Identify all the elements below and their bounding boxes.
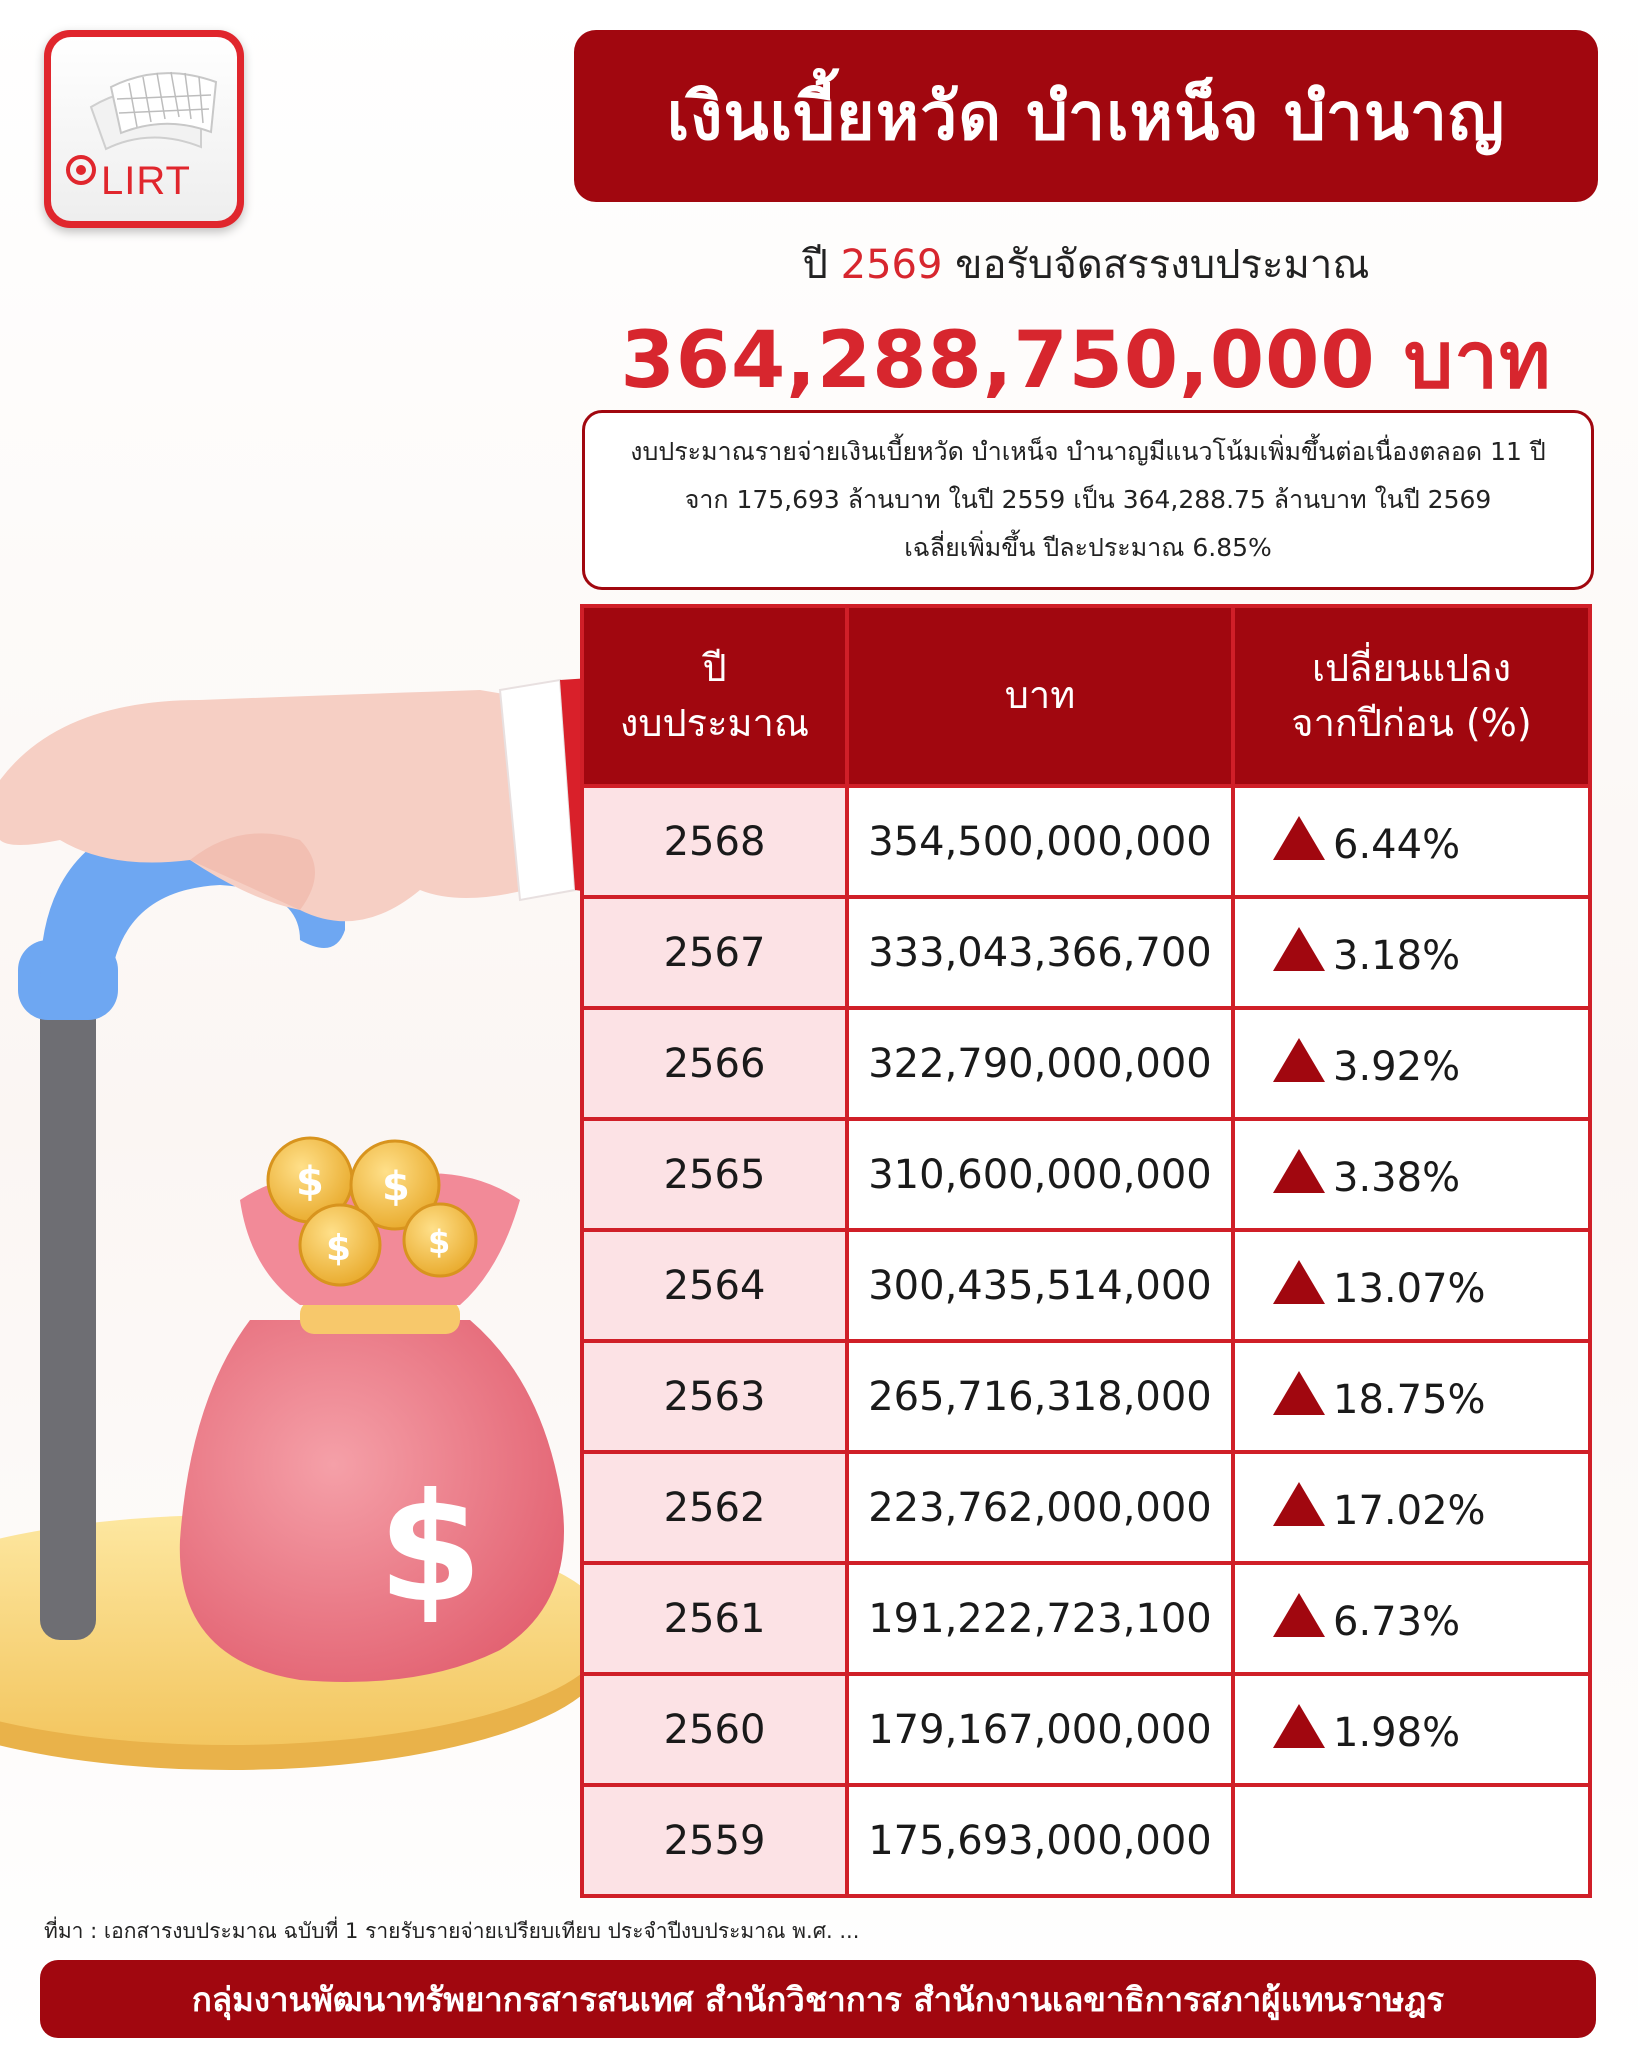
svg-text:$: $ — [296, 1159, 324, 1205]
row-change-empty — [1231, 1783, 1592, 1898]
table-row: 2567 333,043,366,700 3.18% — [580, 895, 1592, 1010]
row-year: 2564 — [580, 1228, 849, 1343]
row-change: 3.18% — [1231, 895, 1592, 1010]
up-triangle-icon — [1273, 1037, 1325, 1082]
subtitle: ปี 2569 ขอรับจัดสรรงบประมาณ — [574, 232, 1598, 296]
row-baht: 354,500,000,000 — [845, 784, 1235, 899]
row-change: 1.98% — [1231, 1672, 1592, 1787]
header-change-line-2: จากปีก่อน (%) — [1291, 701, 1532, 745]
cane-icon — [40, 1000, 96, 1640]
row-change-value: 6.44% — [1333, 821, 1461, 868]
title-banner: เงินเบี้ยหวัด บำเหน็จ บำนาญ — [574, 30, 1598, 202]
row-change-value: 6.73% — [1333, 1598, 1461, 1645]
summary-line-2: จาก 175,693 ล้านบาท ในปี 2559 เป็น 364,2… — [684, 485, 1492, 514]
row-change: 17.02% — [1231, 1450, 1592, 1565]
table-row: 2560 179,167,000,000 1.98% — [580, 1672, 1592, 1787]
row-year: 2563 — [580, 1339, 849, 1454]
row-change: 6.44% — [1231, 784, 1592, 899]
logo: LIRT — [44, 30, 244, 228]
table-row: 2561 191,222,723,100 6.73% — [580, 1561, 1592, 1676]
up-triangle-icon — [1273, 926, 1325, 971]
row-change-value: 3.92% — [1333, 1043, 1461, 1090]
header-change-line-1: เปลี่ยนแปลง — [1311, 645, 1512, 690]
row-baht: 175,693,000,000 — [845, 1783, 1235, 1898]
table-row: 2563 265,716,318,000 18.75% — [580, 1339, 1592, 1454]
row-change: 6.73% — [1231, 1561, 1592, 1676]
table-row: 2564 300,435,514,000 13.07% — [580, 1228, 1592, 1343]
table-row: 2562 223,762,000,000 17.02% — [580, 1450, 1592, 1565]
row-change-value: 3.38% — [1333, 1154, 1461, 1201]
summary-line-3: เฉลี่ยเพิ่มขึ้น ปีละประมาณ 6.85% — [904, 533, 1272, 562]
up-triangle-icon — [1273, 815, 1325, 860]
table-header-row: ปี งบประมาณ บาท เปลี่ยนแปลง จากปีก่อน (%… — [580, 604, 1592, 788]
row-year: 2565 — [580, 1117, 849, 1232]
table-row: 2559 175,693,000,000 — [580, 1783, 1592, 1898]
header-change: เปลี่ยนแปลง จากปีก่อน (%) — [1231, 604, 1592, 788]
subtitle-suffix: ขอรับจัดสรรงบประมาณ — [955, 242, 1370, 288]
row-year: 2560 — [580, 1672, 849, 1787]
header-year: ปี งบประมาณ — [580, 604, 849, 788]
summary-box: งบประมาณรายจ่ายเงินเบี้ยหวัด บำเหน็จ บำน… — [582, 410, 1594, 590]
row-baht: 223,762,000,000 — [845, 1450, 1235, 1565]
row-change-value: 17.02% — [1333, 1487, 1486, 1534]
row-baht: 322,790,000,000 — [845, 1006, 1235, 1121]
row-year: 2567 — [580, 895, 849, 1010]
budget-amount: 364,288,750,000 บาท — [620, 316, 1552, 406]
table-row: 2568 354,500,000,000 6.44% — [580, 784, 1592, 899]
logo-inner: LIRT — [51, 37, 237, 221]
summary-line-1: งบประมาณรายจ่ายเงินเบี้ยหวัด บำเหน็จ บำน… — [630, 437, 1546, 466]
row-year: 2561 — [580, 1561, 849, 1676]
row-year: 2559 — [580, 1783, 849, 1898]
footer-banner: กลุ่มงานพัฒนาทรัพยากรสารสนเทศ สำนักวิชาก… — [40, 1960, 1596, 2038]
row-baht: 333,043,366,700 — [845, 895, 1235, 1010]
row-change-value: 13.07% — [1333, 1265, 1486, 1312]
row-change-value: 3.18% — [1333, 932, 1461, 979]
up-triangle-icon — [1273, 1703, 1325, 1748]
table-row: 2565 310,600,000,000 3.38% — [580, 1117, 1592, 1232]
row-change: 13.07% — [1231, 1228, 1592, 1343]
row-baht: 179,167,000,000 — [845, 1672, 1235, 1787]
up-triangle-icon — [1273, 1481, 1325, 1526]
header-year-line-1: ปี — [702, 645, 727, 690]
row-year: 2562 — [580, 1450, 849, 1565]
row-change: 18.75% — [1231, 1339, 1592, 1454]
header-year-line-2: งบประมาณ — [619, 701, 810, 745]
budget-table: ปี งบประมาณ บาท เปลี่ยนแปลง จากปีก่อน (%… — [580, 604, 1592, 1898]
up-triangle-icon — [1273, 1148, 1325, 1193]
row-change-value: 18.75% — [1333, 1376, 1486, 1423]
row-baht: 265,716,318,000 — [845, 1339, 1235, 1454]
row-baht: 191,222,723,100 — [845, 1561, 1235, 1676]
row-change-value: 1.98% — [1333, 1709, 1461, 1756]
svg-text:$: $ — [428, 1223, 450, 1261]
emblem-icon — [66, 155, 96, 185]
svg-text:$: $ — [382, 1164, 410, 1210]
row-change: 3.38% — [1231, 1117, 1592, 1232]
row-year: 2566 — [580, 1006, 849, 1121]
money-bag-icon — [179, 1320, 565, 1682]
up-triangle-icon — [1273, 1592, 1325, 1637]
up-triangle-icon — [1273, 1370, 1325, 1415]
pension-illustration: $ $ $ $ $ — [0, 678, 590, 1770]
subtitle-prefix: ปี — [802, 242, 828, 288]
up-triangle-icon — [1273, 1259, 1325, 1304]
header-baht: บาท — [845, 604, 1235, 788]
subtitle-year: 2569 — [840, 242, 943, 288]
logo-text: LIRT — [101, 159, 191, 203]
row-change: 3.92% — [1231, 1006, 1592, 1121]
dollar-sign-icon: $ — [378, 1462, 482, 1636]
source-note: ที่มา : เอกสารงบประมาณ ฉบับที่ 1 รายรับร… — [44, 1919, 860, 1943]
row-baht: 300,435,514,000 — [845, 1228, 1235, 1343]
row-baht: 310,600,000,000 — [845, 1117, 1235, 1232]
svg-text:$: $ — [326, 1228, 351, 1269]
table-row: 2566 322,790,000,000 3.92% — [580, 1006, 1592, 1121]
page-title: เงินเบี้ยหวัด บำเหน็จ บำนาญ — [666, 77, 1506, 155]
row-year: 2568 — [580, 784, 849, 899]
book-pages-icon — [66, 71, 218, 185]
hand-icon — [0, 690, 560, 922]
footer-text: กลุ่มงานพัฒนาทรัพยากรสารสนเทศ สำนักวิชาก… — [191, 1979, 1445, 2019]
